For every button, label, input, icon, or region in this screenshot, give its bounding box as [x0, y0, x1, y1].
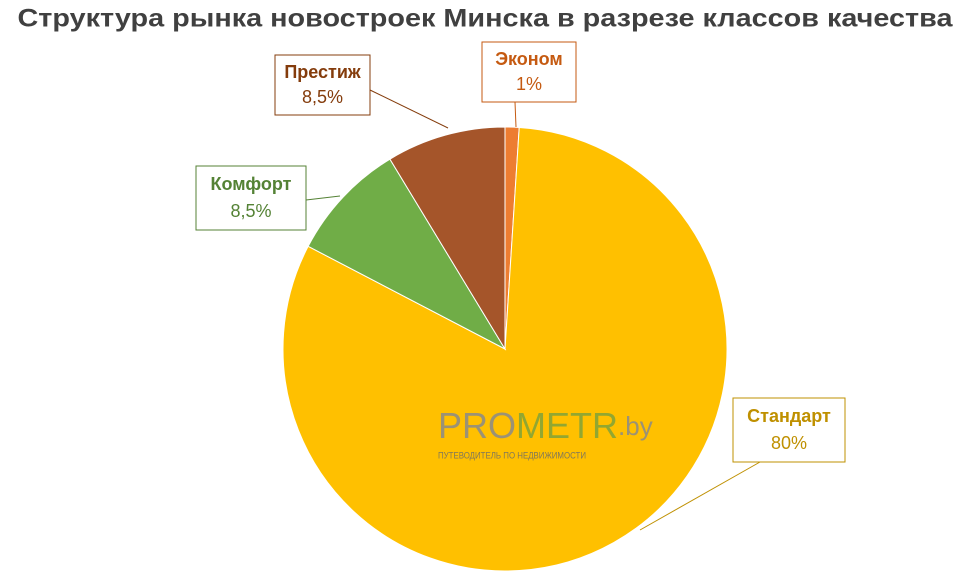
label-box: [195, 165, 307, 231]
pie: [282, 126, 728, 572]
data-labels: Эконом 1% Стандарт 80% Комфорт 8,5% Престиж 8,5…: [195, 41, 846, 531]
leader-line: [305, 195, 341, 201]
category-label: Стандарт: [747, 406, 831, 426]
category-label: Эконом: [495, 49, 563, 69]
watermark-text: PROMETR.by: [438, 405, 653, 446]
label-box: [274, 54, 371, 116]
label-box: [481, 41, 577, 103]
watermark-prefix: PRO: [438, 405, 516, 446]
value-label: 8,5%: [302, 87, 343, 107]
value-label: 1%: [516, 74, 542, 94]
watermark-middle: METR: [516, 405, 618, 446]
value-label: 8,5%: [230, 201, 271, 221]
pie-slice: [389, 126, 506, 351]
value-label: 80%: [771, 433, 807, 453]
category-label: Комфорт: [211, 174, 292, 194]
leader-line: [369, 89, 449, 129]
leader-line: [639, 461, 761, 531]
watermark-suffix: .by: [618, 411, 653, 441]
label-box: [732, 397, 846, 463]
pie-slice: [307, 158, 507, 351]
category-label: Престиж: [284, 62, 361, 82]
chart-title: Структура рынка новостроек Минска в разр…: [18, 5, 954, 33]
watermark: PROMETR.by ПУТЕВОДИТЕЛЬ ПО НЕДВИЖИМОСТИ: [438, 405, 653, 461]
leader-line: [514, 101, 517, 128]
watermark-tagline: ПУТЕВОДИТЕЛЬ ПО НЕДВИЖИМОСТИ: [438, 450, 586, 460]
